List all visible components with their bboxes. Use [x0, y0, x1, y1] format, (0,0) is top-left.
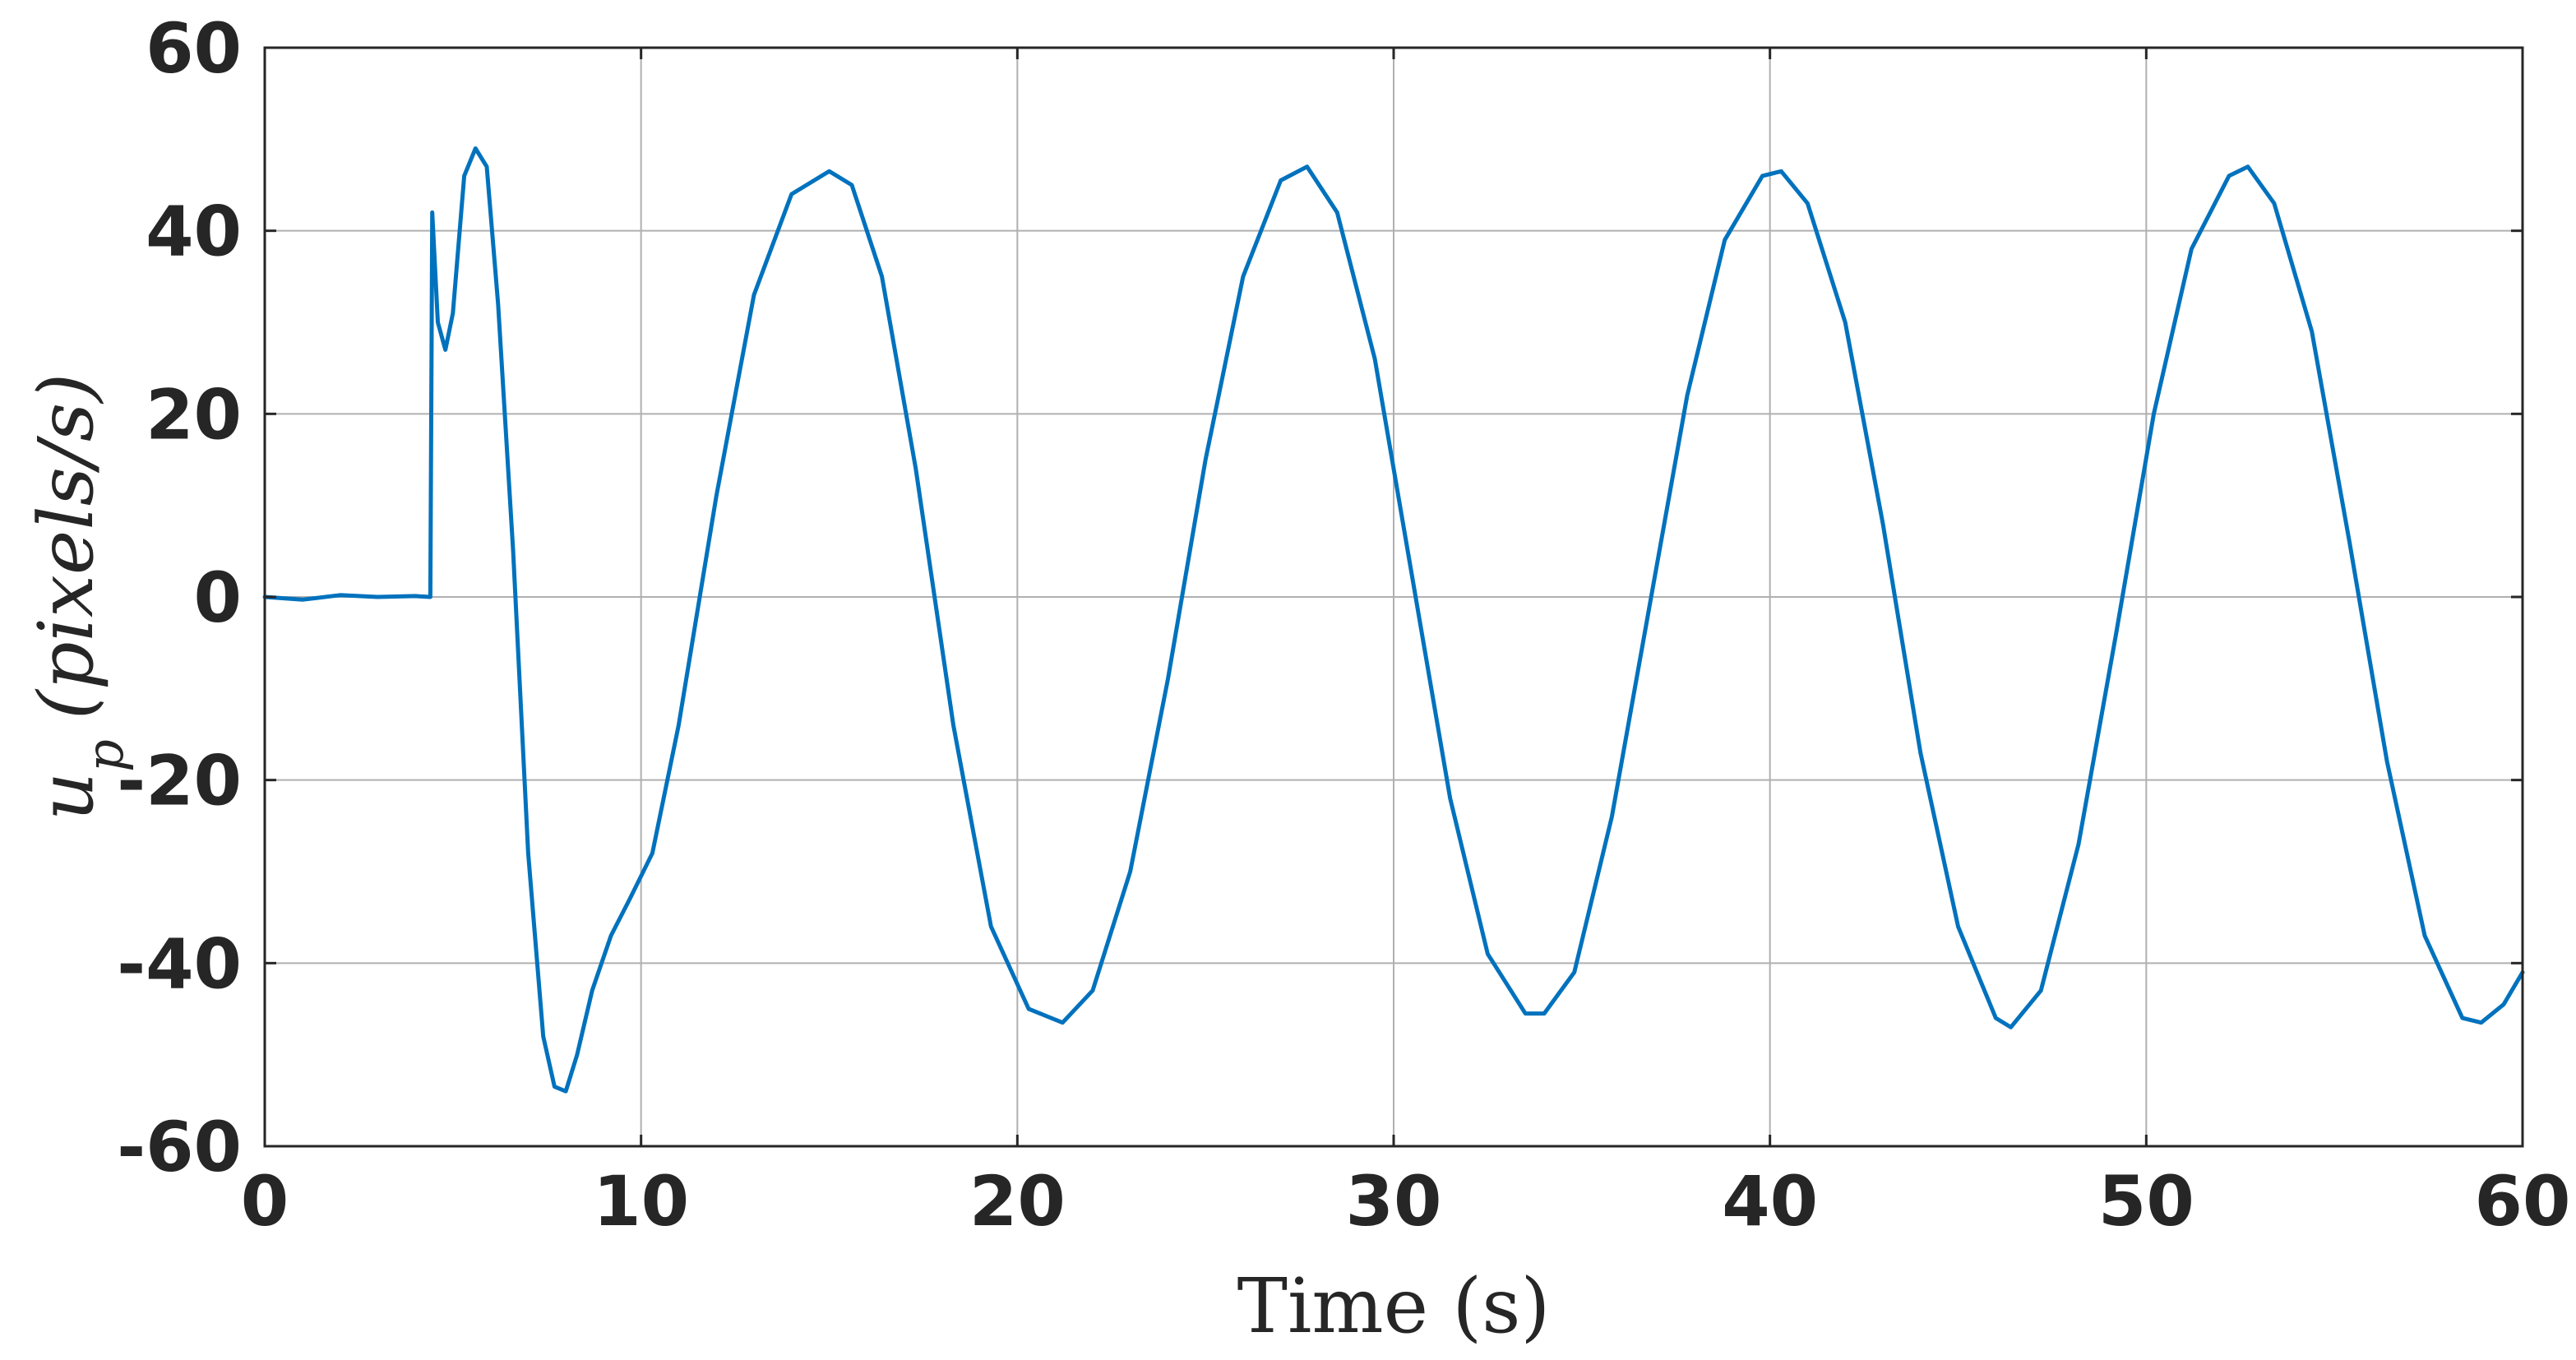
y-tick-label: 60	[146, 8, 242, 89]
y-tick-label: -40	[117, 923, 242, 1004]
grid-lines	[265, 48, 2523, 1146]
y-tick-label: 40	[146, 192, 242, 272]
y-axis-label: up (pixels/s)	[22, 373, 135, 821]
x-axis-label: Time (s)	[1237, 1262, 1551, 1350]
y-tick-labels: -60 -40 -20 0 20 40 60	[117, 8, 242, 1187]
x-tick-label: 40	[1722, 1161, 1818, 1242]
y-tick-label: 20	[146, 374, 242, 455]
x-tick-label: 0	[241, 1161, 289, 1242]
tick-marks	[263, 46, 2524, 1148]
x-tick-label: 50	[2098, 1161, 2194, 1242]
x-tick-label: 10	[593, 1161, 689, 1242]
x-tick-labels: 0 10 20 30 40 50 60	[241, 1161, 2571, 1242]
y-tick-label: -20	[117, 741, 242, 821]
y-axis-label-main: u	[22, 772, 110, 821]
x-tick-label: 30	[1346, 1161, 1442, 1242]
x-tick-label: 60	[2475, 1161, 2571, 1242]
y-tick-label: 0	[194, 557, 242, 638]
y-tick-label: -60	[117, 1107, 242, 1187]
series-group	[262, 146, 2525, 1094]
series-line	[262, 146, 2525, 1094]
y-axis-label-unit: (pixels/s)	[22, 373, 110, 719]
y-axis-label-subscript: p	[75, 739, 135, 772]
x-tick-label: 20	[969, 1161, 1066, 1242]
